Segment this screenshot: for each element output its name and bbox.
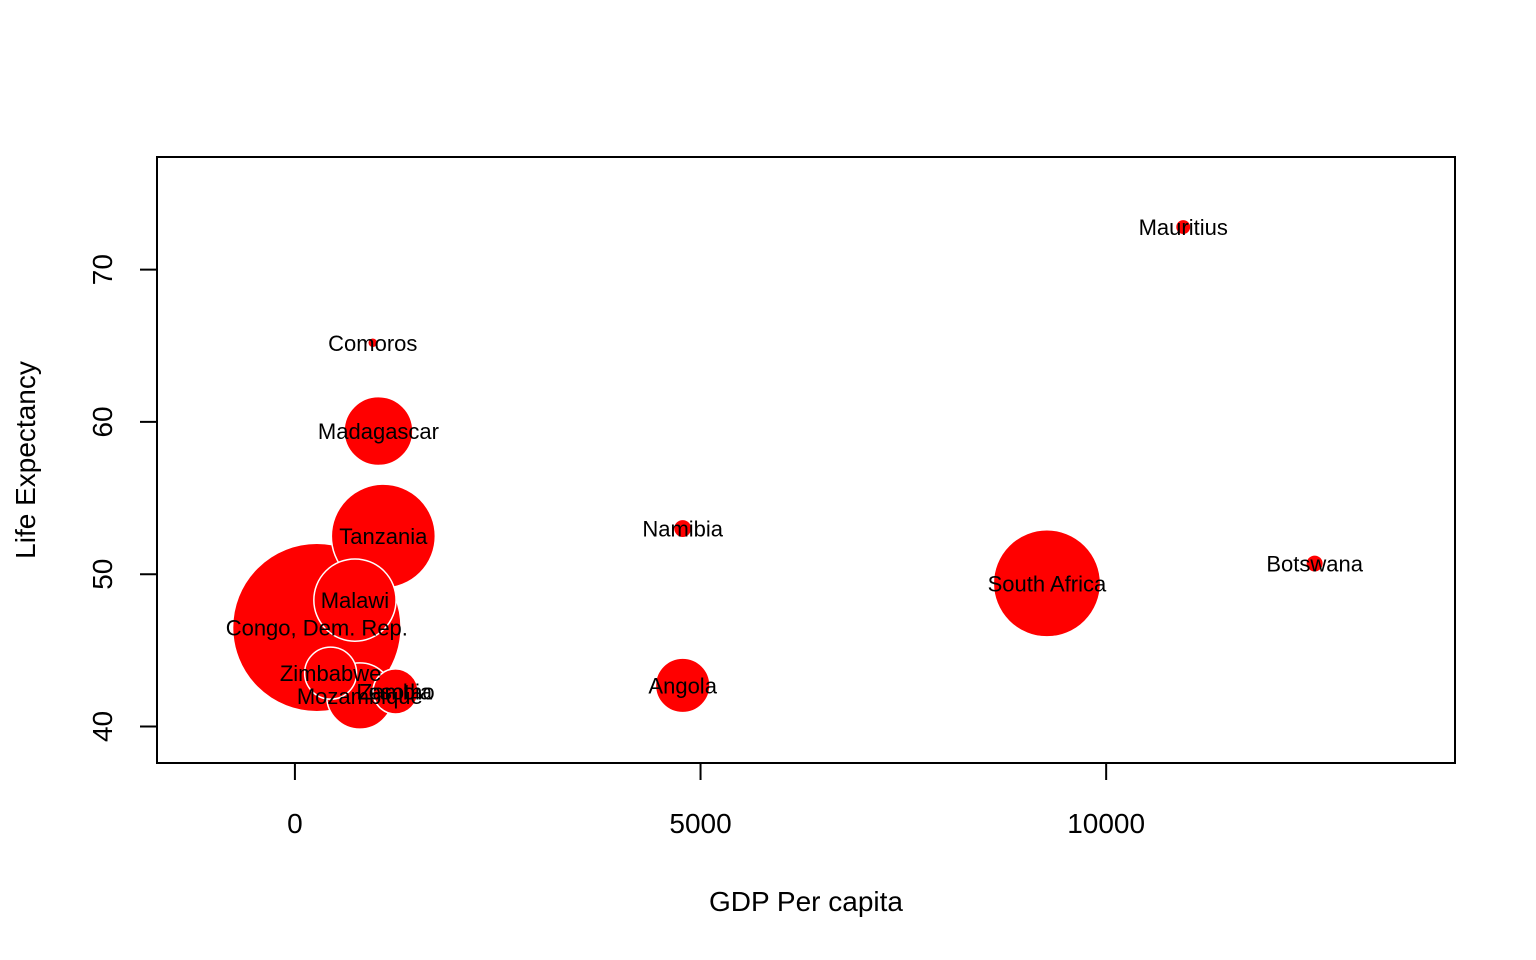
- y-tick-label: 50: [87, 559, 118, 590]
- y-tick-label: 40: [87, 711, 118, 742]
- x-axis: 0 5000 10000: [287, 762, 1145, 839]
- point-label: Zambia: [359, 679, 433, 704]
- point-label: Zimbabwe: [280, 661, 381, 686]
- point-label: Tanzania: [339, 524, 428, 549]
- bubble-point: [654, 657, 711, 714]
- bubble-point: [303, 646, 358, 700]
- bubble-point: [313, 558, 397, 642]
- point-label: Mauritius: [1139, 215, 1228, 240]
- point-label: Mozambique: [297, 684, 423, 709]
- bubble-point: [1305, 554, 1325, 574]
- y-axis-title: Life Expectancy: [10, 361, 41, 559]
- point-label: Congo, Dem. Rep.: [226, 615, 408, 640]
- bubble-point: [372, 668, 419, 715]
- point-label: Namibia: [642, 517, 723, 542]
- x-tick-label: 0: [287, 808, 303, 839]
- point-label: Comoros: [328, 331, 417, 356]
- bubble-point: [672, 518, 693, 539]
- point-label: Malawi: [321, 588, 389, 613]
- point-label: South Africa: [988, 571, 1107, 596]
- x-axis-title: GDP Per capita: [709, 886, 903, 917]
- point-label: Madagascar: [318, 419, 439, 444]
- point-label: Botswana: [1266, 552, 1363, 577]
- y-axis: 40 50 60 70: [87, 254, 158, 742]
- labels-layer: Congo, Dem. Rep.Malawi Tanzania Madagascar…: [226, 215, 1364, 709]
- points-layer: [231, 218, 1325, 730]
- bubble-point: [343, 395, 414, 467]
- y-tick-label: 70: [87, 254, 118, 285]
- point-label: Angola: [648, 673, 717, 698]
- x-tick-label: 5000: [669, 808, 731, 839]
- x-tick-label: 10000: [1067, 808, 1145, 839]
- bubble-point: [367, 336, 379, 349]
- bubble-point: [992, 528, 1102, 638]
- point-label: Lesotho: [356, 679, 434, 704]
- bubble-point: [1174, 218, 1192, 236]
- y-tick-label: 60: [87, 406, 118, 437]
